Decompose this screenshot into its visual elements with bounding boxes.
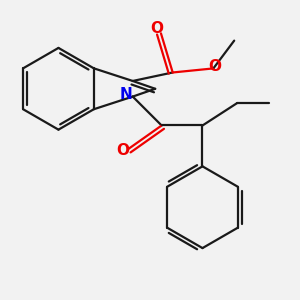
Text: O: O [151,21,164,36]
Text: O: O [116,143,129,158]
Text: N: N [120,87,133,102]
Text: O: O [209,59,222,74]
